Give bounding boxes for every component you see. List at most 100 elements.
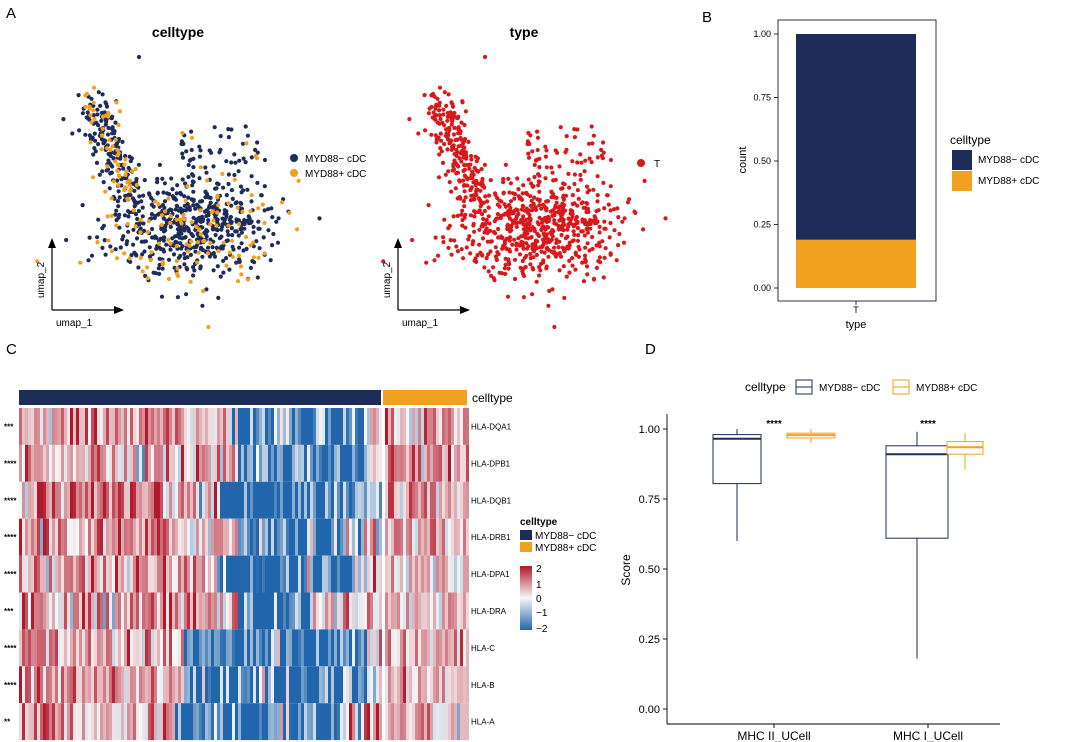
umap-point-t [594, 243, 599, 248]
heatmap-cell [226, 518, 229, 556]
heatmap-cell [346, 518, 349, 556]
heatmap-cell [352, 629, 355, 667]
heatmap-cell [457, 481, 460, 519]
heatmap-cell [100, 481, 103, 519]
umap-point-t [441, 240, 446, 245]
heatmap-cell [100, 703, 103, 741]
heatmap-cell [250, 666, 253, 704]
heatmap-cell [280, 518, 283, 556]
heatmap-cell [262, 666, 265, 704]
umap-point-pos [160, 259, 165, 264]
umap-point-neg [134, 176, 139, 182]
umap-point-t [476, 196, 482, 201]
heatmap-cell [43, 666, 46, 704]
umap-point-t [595, 155, 600, 160]
heatmap-cell [301, 518, 304, 556]
heatmap-cell [403, 703, 406, 741]
heatmap-cell [346, 592, 349, 630]
heatmap-cell [187, 592, 190, 630]
heatmap-cell [172, 555, 175, 593]
umap-point-t [572, 135, 578, 140]
heatmap-cell [427, 703, 430, 741]
heatmap-cell [385, 518, 388, 556]
umap-point-t [461, 168, 466, 173]
umap-point-t [482, 54, 488, 60]
heatmap-cell [40, 518, 43, 556]
umap-point-neg [108, 244, 113, 249]
heatmap-cell [364, 629, 367, 667]
heatmap-cell [172, 518, 175, 556]
heatmap-cell [292, 444, 295, 482]
umap-point-neg [255, 275, 260, 280]
umap-point-neg [232, 152, 237, 157]
umap-point-t [468, 251, 473, 256]
heatmap-cell [400, 703, 403, 741]
umap-point-neg [127, 154, 132, 159]
heatmap-cell [133, 629, 136, 667]
umap-point-t [503, 256, 508, 261]
heatmap-cell [22, 629, 25, 667]
heatmap-cell [421, 629, 424, 667]
umap-point-t [625, 200, 631, 205]
heatmap-cell [430, 518, 433, 556]
umap-point-neg [139, 239, 144, 244]
heatmap-cell [28, 444, 31, 482]
heatmap-cell [94, 703, 97, 741]
heatmap-cell [202, 481, 205, 519]
umap-point-t [517, 252, 523, 257]
heatmap-cell [139, 408, 142, 445]
umap-point-neg [262, 208, 267, 213]
umap-point-t [557, 251, 562, 256]
umap-point-pos [134, 182, 139, 188]
heatmap-cell [106, 444, 109, 482]
umap-type-xlabel: umap_1 [402, 318, 439, 329]
heatmap-cell [97, 555, 100, 593]
heatmap-cell [136, 408, 139, 445]
heatmap-cell [295, 444, 298, 482]
heatmap-cell [67, 666, 70, 704]
heatmap-cell [175, 592, 178, 630]
umap-point-t [606, 202, 611, 207]
heatmap-cell [244, 408, 247, 445]
heatmap-cell [190, 444, 193, 482]
heatmap-cell [238, 629, 241, 667]
umap-point-t [551, 178, 556, 183]
heatmap-cell [289, 444, 292, 482]
heatmap-cell [118, 703, 121, 741]
heatmap-cell [166, 408, 169, 445]
heatmap-cell [142, 592, 145, 630]
umap-point-t [566, 171, 571, 176]
umap-point-neg [251, 244, 256, 249]
heatmap-cell [229, 592, 232, 630]
heatmap-cell [466, 408, 469, 445]
heatmap-cell [190, 408, 193, 445]
umap-point-t [487, 221, 492, 226]
heatmap-cell [139, 666, 142, 704]
heatmap-cell [253, 481, 256, 519]
heatmap-cell [154, 666, 157, 704]
heatmap-cell [76, 592, 79, 630]
umap-point-t [523, 264, 528, 270]
heatmap-cell [76, 481, 79, 519]
heatmap-cell [355, 629, 358, 667]
heatmap-cell [22, 592, 25, 630]
heatmap-cell [58, 629, 61, 667]
umap-point-neg [100, 169, 105, 174]
heatmap-cell [229, 518, 232, 556]
heatmap-cell [286, 481, 289, 519]
heatmap-cell [409, 555, 412, 593]
heatmap-cell [391, 666, 394, 704]
umap-point-t [451, 214, 456, 219]
umap-point-neg [163, 223, 168, 229]
heatmap-cell [160, 481, 163, 519]
heatmap-cell [343, 555, 346, 593]
umap-point-t [479, 167, 484, 172]
heatmap-cell [106, 666, 109, 704]
heatmap-cell [310, 703, 313, 741]
umap-point-t [582, 253, 588, 258]
heatmap-cell [229, 703, 232, 741]
heatmap-cell [361, 703, 364, 741]
heatmap-cell [49, 444, 52, 482]
heatmap-cell [460, 408, 463, 445]
heatmap-cell [94, 408, 97, 445]
